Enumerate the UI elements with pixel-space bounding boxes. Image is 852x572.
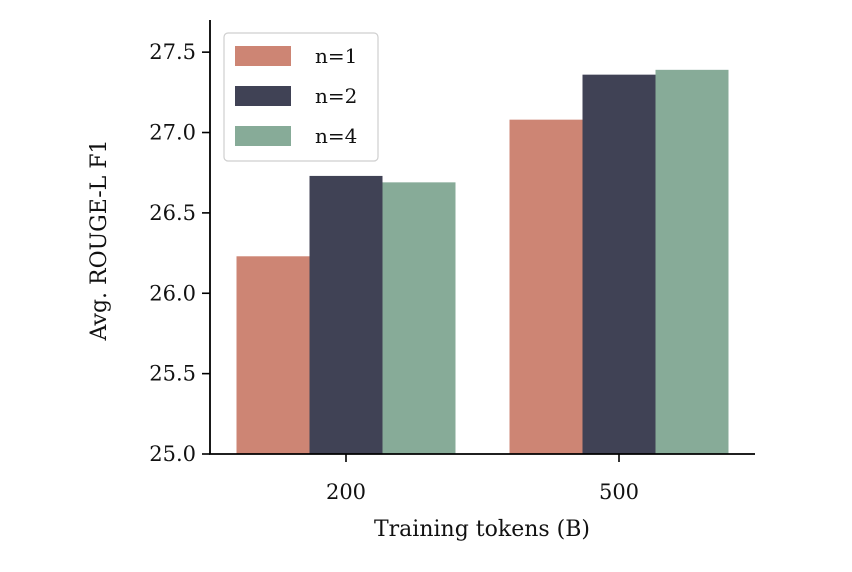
y-tick-label: 26.5	[149, 201, 196, 225]
bar-n=2-200	[309, 175, 383, 454]
legend-swatch-n=1	[235, 46, 291, 66]
legend-label-n=2: n=2	[315, 84, 357, 108]
y-tick-label: 25.0	[149, 442, 196, 466]
y-tick-label: 26.0	[149, 281, 196, 305]
y-axis-label: Avg. ROUGE-L F1	[87, 140, 112, 342]
y-tick-label: 27.5	[149, 40, 196, 64]
y-tick-label: 27.0	[149, 121, 196, 145]
legend: n=1 n=2 n=4	[223, 32, 379, 162]
x-tick-label: 500	[599, 480, 639, 504]
bars-group	[236, 69, 729, 455]
legend-label-n=1: n=1	[315, 44, 357, 68]
y-tick-label: 25.5	[149, 362, 196, 386]
legend-label-n=4: n=4	[315, 124, 357, 148]
bar-n=1-200	[236, 256, 310, 454]
legend-swatch-n=4	[235, 126, 291, 146]
bar-n=4-500	[655, 69, 729, 455]
bar-n=2-500	[582, 74, 656, 454]
x-axis-label: Training tokens (B)	[374, 517, 590, 542]
bar-n=4-200	[382, 182, 456, 454]
legend-swatch-n=2	[235, 86, 291, 106]
bar-n=1-500	[509, 119, 583, 455]
y-ticks-group: 25.0 25.5 26.0 26.5 27.0 27.5	[149, 40, 210, 466]
x-tick-label: 200	[326, 480, 366, 504]
x-ticks-group: 200 500	[326, 454, 639, 504]
